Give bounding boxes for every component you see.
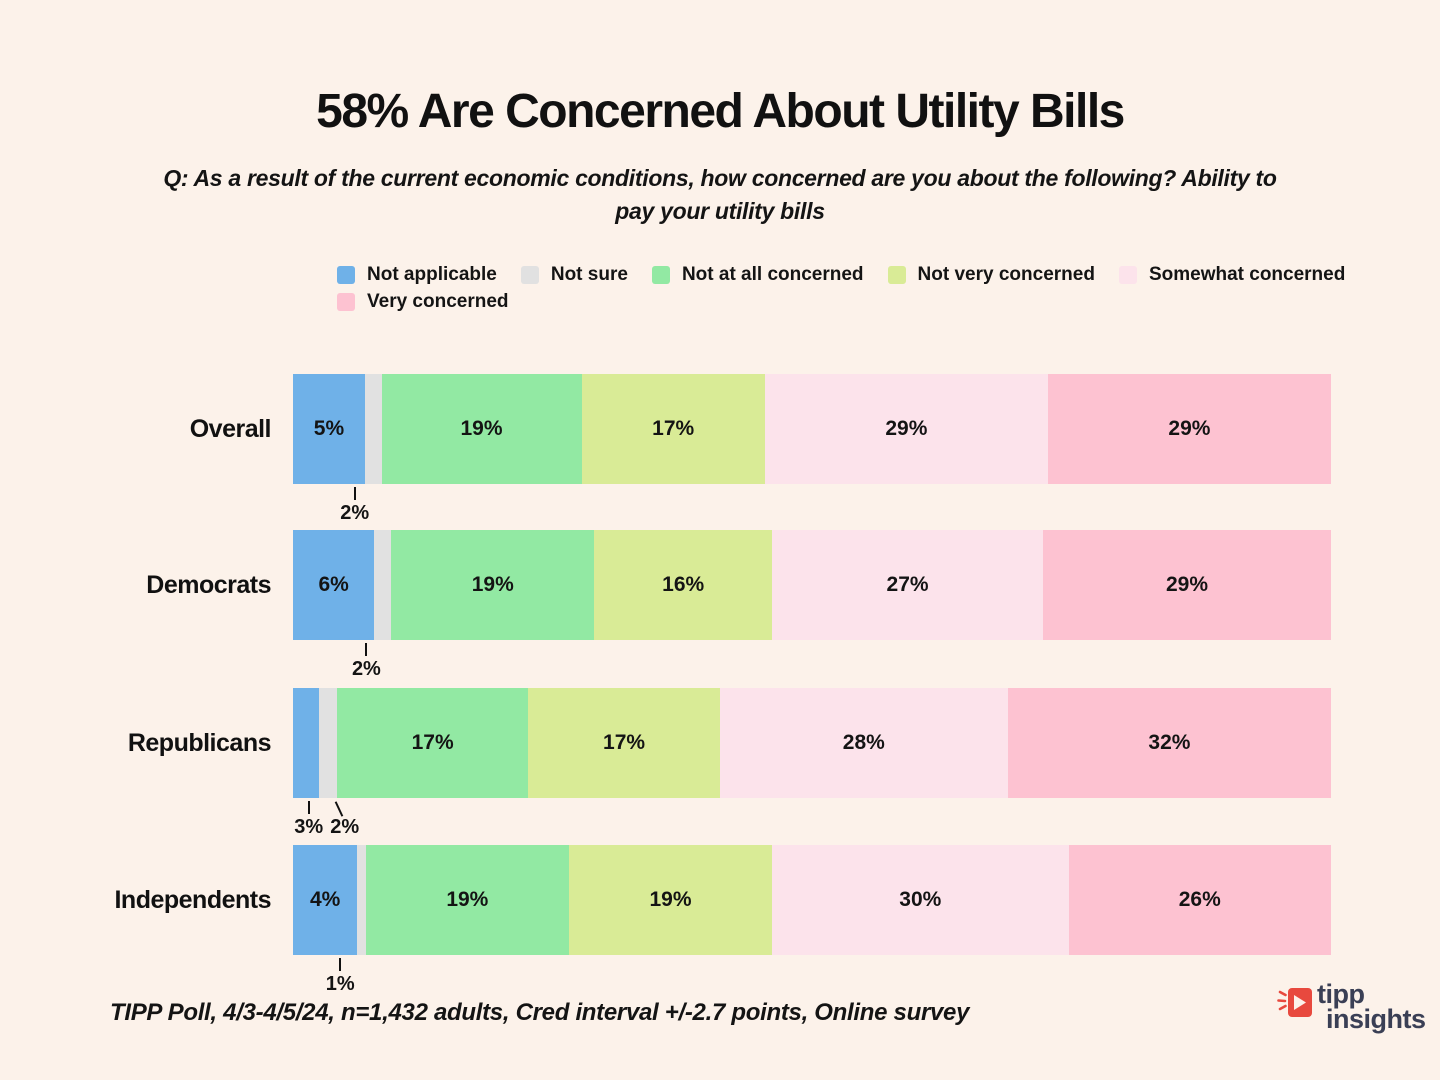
logo-wordmark-line2: insights [1326, 1004, 1426, 1035]
segment-value-label: 29% [885, 417, 928, 440]
segment-value-label: 19% [649, 888, 692, 911]
stacked-bar: 6% 19% 16% 27% 29% [293, 530, 1331, 640]
segment-value-label: 19% [446, 888, 489, 911]
segment-value-label: 28% [842, 731, 885, 754]
bar-segment-not-at-all-concerned: 19% [381, 374, 582, 484]
callout-tick [334, 801, 344, 817]
bar-segment-not-very-concerned: 19% [568, 845, 773, 955]
legend-swatch-icon [1118, 266, 1137, 284]
legend-label: Not sure [550, 264, 628, 285]
segment-value-label: 26% [1178, 888, 1221, 911]
stacked-bar: 5% 19% 17% 29% 29% [293, 374, 1331, 484]
bar-segment-very-concerned: 29% [1043, 530, 1331, 640]
chart-title: 58% Are Concerned About Utility Bills [316, 85, 1125, 138]
bar-segment-somewhat-concerned: 30% [772, 845, 1069, 955]
bar-segment-very-concerned: 26% [1068, 845, 1332, 955]
segment-value-label: 17% [652, 417, 695, 440]
bar-segment-not-applicable: 6% [293, 530, 375, 640]
legend-swatch-icon [887, 266, 906, 284]
legend-item-somewhat-concerned: Somewhat concerned [1118, 264, 1346, 286]
bar-segment-not-applicable: 5% [293, 374, 365, 484]
legend-row: Very concerned [337, 291, 1345, 313]
legend-label: Not very concerned [917, 264, 1095, 285]
legend-swatch-icon [337, 293, 355, 311]
legend-label: Not at all concerned [681, 264, 864, 285]
segment-value-label: 27% [886, 573, 929, 596]
legend-row: Not applicable Not sure Not at all concern… [337, 264, 1345, 286]
bar-segment-very-concerned: 29% [1047, 374, 1331, 484]
category-label-democrats: Democrats [146, 570, 271, 599]
segment-value-label: 19% [460, 417, 503, 440]
stacked-bar: 17% 17% 28% 32% [293, 688, 1332, 798]
segment-value-label: 32% [1148, 731, 1191, 754]
segment-value-label: 29% [1168, 417, 1211, 440]
legend-item-very-concerned: Very concerned [337, 291, 509, 313]
bar-segment-not-at-all-concerned: 17% [336, 688, 529, 798]
bar-segment-not-applicable [293, 688, 320, 798]
category-label-independents: Independents [114, 885, 271, 914]
bar-segment-somewhat-concerned: 28% [719, 688, 1008, 798]
callout-tick [339, 958, 342, 971]
legend-item-not-sure: Not sure [520, 264, 628, 286]
below-bar-value-label: 2% [340, 502, 370, 524]
footnote: TIPP Poll, 4/3-4/5/24, n=1,432 adults, C… [110, 999, 970, 1026]
megaphone-arrow-icon [1277, 988, 1312, 1017]
chart-subtitle: Q: As a result of the current economic c… [163, 165, 1277, 224]
bar-row-republicans: Republicans 17% 17% 28% 32% 3% 2% [0, 688, 1440, 840]
bar-segment-somewhat-concerned: 27% [772, 530, 1044, 640]
bar-segment-not-sure [319, 688, 337, 798]
callout-tick [307, 801, 310, 814]
segment-value-label: 16% [662, 573, 705, 596]
segment-value-label: 4% [309, 888, 341, 911]
callout-tick [365, 643, 368, 656]
logo-wordmark-line1: tipp [1317, 979, 1365, 1009]
bar-segment-not-at-all-concerned: 19% [365, 845, 569, 955]
legend-item-not-applicable: Not applicable [337, 264, 497, 286]
bar-segment-not-at-all-concerned: 19% [391, 530, 595, 640]
segment-value-label: 17% [411, 731, 454, 754]
category-label-republicans: Republicans [127, 728, 272, 757]
bar-segment-not-sure [357, 845, 366, 955]
bar-segment-not-sure [364, 374, 382, 484]
bar-segment-not-very-concerned: 17% [528, 688, 720, 798]
callout-tick [353, 487, 356, 500]
legend-item-not-at-all-concerned: Not at all concerned [651, 264, 864, 286]
below-bar-value-label: 2% [351, 658, 381, 680]
bar-row-democrats: Democrats 6% 19% 16% 27% 29% 2% [0, 530, 1440, 682]
bar-segment-somewhat-concerned: 29% [764, 374, 1048, 484]
bar-row-independents: Independents 4% 19% 19% 30% 26% 1% [0, 845, 1440, 997]
legend-swatch-icon [337, 266, 355, 284]
bar-segment-very-concerned: 32% [1007, 688, 1332, 798]
below-bar-value-label: 2% [330, 816, 360, 838]
legend-swatch-icon [520, 266, 539, 284]
below-bar-value-label: 1% [325, 973, 355, 995]
segment-value-label: 5% [313, 417, 345, 440]
brand-logo: tipp insights [1277, 979, 1426, 1035]
logo-text: tipp insights [1317, 979, 1426, 1035]
stacked-bar: 4% 19% 19% 30% 26% [293, 845, 1332, 955]
legend-swatch-icon [651, 266, 670, 284]
legend-item-not-very-concerned: Not very concerned [887, 264, 1095, 286]
legend: Not applicable Not sure Not at all concern… [337, 264, 1345, 313]
segment-value-label: 30% [899, 888, 942, 911]
below-bar-value-label: 3% [294, 816, 324, 838]
category-label-overall: Overall [189, 414, 272, 443]
legend-label: Very concerned [367, 291, 509, 312]
segment-value-label: 29% [1165, 573, 1209, 596]
plot-area: Overall 5% 19% 17% 29% 29% 2% Democrats 6% 19% 16%… [0, 374, 1440, 1014]
bar-segment-not-very-concerned: 17% [581, 374, 765, 484]
segment-value-label: 17% [603, 731, 646, 754]
bar-segment-not-sure [374, 530, 392, 640]
legend-label: Not applicable [367, 264, 497, 285]
segment-value-label: 19% [471, 573, 514, 596]
bar-segment-not-very-concerned: 16% [594, 530, 773, 640]
bar-segment-not-applicable: 4% [293, 845, 358, 955]
segment-value-label: 6% [318, 573, 349, 596]
legend-label: Somewhat concerned [1148, 264, 1346, 285]
bar-row-overall: Overall 5% 19% 17% 29% 29% 2% [0, 374, 1440, 526]
